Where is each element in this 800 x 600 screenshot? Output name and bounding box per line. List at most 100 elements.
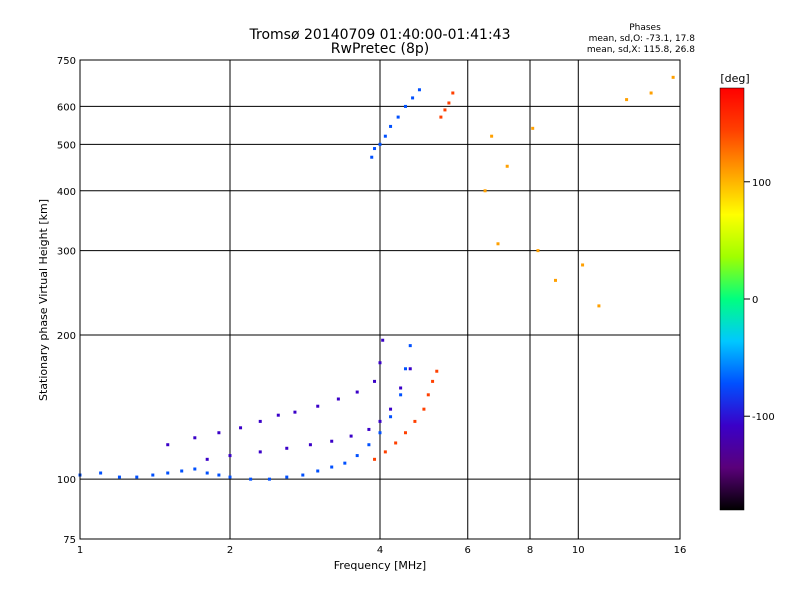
colorbar-tick-label: 0 <box>752 295 758 306</box>
data-point <box>258 450 262 454</box>
y-tick-label: 750 <box>57 56 76 67</box>
grid-lines <box>80 60 680 539</box>
stats-title: Phases <box>629 23 661 33</box>
data-point <box>435 369 439 373</box>
data-point <box>408 344 412 348</box>
data-point <box>399 386 403 390</box>
data-point <box>490 134 494 138</box>
y-tick-label: 75 <box>63 535 76 546</box>
y-tick-label: 500 <box>57 140 76 151</box>
data-point <box>285 475 289 479</box>
data-point <box>378 419 382 423</box>
data-point <box>193 436 197 440</box>
y-axis-ticks: 75 100 200 300 400 500 600 750 <box>57 56 76 546</box>
data-point <box>205 471 209 475</box>
data-point <box>483 189 487 193</box>
data-point <box>373 379 377 383</box>
data-point <box>403 431 407 435</box>
y-axis-label: Stationary phase Virtual Height [km] <box>37 199 50 401</box>
data-point <box>285 446 289 450</box>
data-point <box>330 465 334 469</box>
plot-frame <box>79 59 681 540</box>
data-point <box>217 431 221 435</box>
colorbar-tick-label: -100 <box>752 412 775 423</box>
x-tick-label: 6 <box>465 545 471 556</box>
x-axis-label: Frequency [MHz] <box>334 559 426 572</box>
data-point <box>431 379 435 383</box>
data-point <box>349 434 353 438</box>
data-point <box>301 473 305 477</box>
stats-x-line: mean, sd,X: 115.8, 26.8 <box>587 45 695 55</box>
data-point <box>373 147 377 151</box>
data-point <box>439 115 443 119</box>
data-point <box>276 413 280 417</box>
x-tick-label: 1 <box>77 545 83 556</box>
data-point <box>403 367 407 371</box>
data-point <box>336 397 340 401</box>
data-point <box>228 454 232 458</box>
data-point <box>383 450 387 454</box>
data-point <box>343 461 347 465</box>
data-point <box>447 101 451 105</box>
data-point <box>443 108 447 112</box>
x-tick-label: 10 <box>572 545 585 556</box>
data-point <box>536 249 540 253</box>
data-point <box>381 338 385 342</box>
data-point <box>205 457 209 461</box>
data-point <box>217 473 221 477</box>
data-point <box>394 441 398 445</box>
data-point <box>99 471 103 475</box>
data-point <box>531 126 535 130</box>
data-point <box>166 471 170 475</box>
data-point <box>396 115 400 119</box>
data-point <box>370 155 374 159</box>
data-point <box>625 98 629 102</box>
colorbar <box>719 87 745 511</box>
data-point <box>151 473 155 477</box>
y-tick-label: 400 <box>57 187 76 198</box>
data-point <box>355 454 359 458</box>
chart-title-line2: RwPretec (8p) <box>331 41 429 57</box>
y-tick-label: 100 <box>57 475 76 486</box>
colorbar-tick-label: 100 <box>752 178 771 189</box>
data-point <box>249 477 253 481</box>
data-point <box>378 431 382 435</box>
data-point <box>193 467 197 471</box>
data-point <box>180 469 184 473</box>
data-point <box>316 469 320 473</box>
data-point <box>166 443 170 447</box>
data-point <box>422 407 426 411</box>
data-point <box>267 477 271 481</box>
y-tick-label: 200 <box>57 331 76 342</box>
data-point <box>378 142 382 146</box>
data-point <box>426 393 430 397</box>
data-point <box>417 88 421 92</box>
x-axis-ticks: 1 2 4 6 8 10 16 <box>77 545 687 556</box>
data-point <box>413 419 417 423</box>
data-point <box>367 427 371 431</box>
data-point <box>496 242 500 246</box>
data-point <box>451 91 455 95</box>
data-point <box>505 164 509 168</box>
data-point <box>117 475 121 479</box>
data-point <box>308 443 312 447</box>
data-point <box>671 75 675 79</box>
chart-title-line1: Tromsø 20140709 01:40:00-01:41:43 <box>249 27 511 43</box>
x-tick-label: 8 <box>527 545 533 556</box>
data-point <box>373 457 377 461</box>
data-point <box>239 426 243 430</box>
data-point <box>649 91 653 95</box>
stats-o-line: mean, sd,O: -73.1, 17.8 <box>589 34 696 44</box>
data-point <box>597 304 601 308</box>
data-point <box>389 124 393 128</box>
x-tick-label: 16 <box>674 545 687 556</box>
data-point <box>367 443 371 447</box>
data-points <box>78 75 675 481</box>
data-point <box>355 390 359 394</box>
y-tick-label: 300 <box>57 247 76 258</box>
data-point <box>258 419 262 423</box>
y-tick-label: 600 <box>57 102 76 113</box>
data-point <box>411 96 415 100</box>
data-point <box>330 439 334 443</box>
